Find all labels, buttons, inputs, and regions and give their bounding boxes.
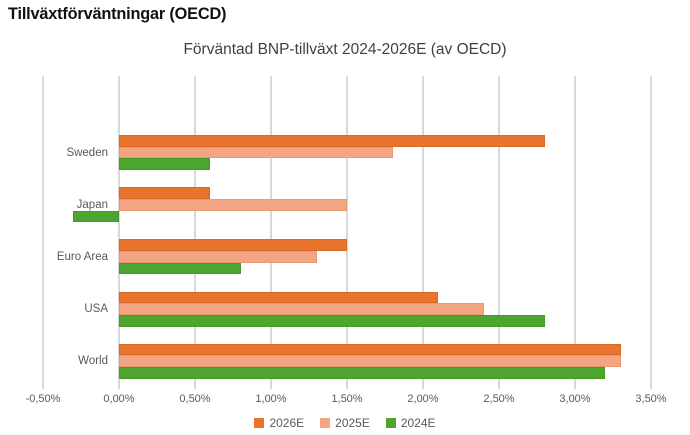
legend-item: 2024E [385,416,436,430]
category-label: World [78,355,108,368]
legend-item: 2026E [254,416,304,430]
x-axis-label: 2,00% [407,393,439,405]
bar [119,198,347,211]
x-axis-label: -0,50% [25,393,61,405]
gridline [650,76,652,389]
bar [119,146,393,159]
legend-item: 2025E [320,416,370,430]
bar [119,262,241,275]
category-label: Euro Area [56,250,108,263]
bar [119,239,347,252]
legend-label: 2024E [400,416,436,430]
x-axis-label: 1,00% [255,393,287,405]
bar [119,367,606,379]
legend-swatch [320,418,331,428]
legend-label: 2026E [269,416,305,430]
gridline [118,76,120,389]
bar [119,314,545,327]
legend-swatch [385,418,396,428]
legend: 2026E 2025E 2024E [0,414,690,432]
chart-title: Förväntad BNP-tillväxt 2024-2026E (av OE… [183,41,507,58]
bar [119,355,621,368]
x-axis-label: 2,50% [483,393,515,405]
bar [119,135,545,147]
legend-swatch [254,418,265,428]
page-title: Tillväxtförväntningar (OECD) [8,4,227,23]
gridline [270,76,272,389]
gridline [42,76,44,389]
x-axis-label: 3,00% [559,393,591,405]
x-axis: -0,50% 0,00% 0,50% 1,00% 1,50% 2,00% 2,50% 3,00… [0,393,690,407]
x-axis-label: 0,00% [103,393,135,405]
legend-label: 2025E [335,416,370,430]
category-label: Japan [76,198,108,211]
bar [119,343,621,356]
x-axis-label: 0,50% [179,393,211,405]
bar [119,251,317,263]
bar [73,210,119,223]
bar [119,303,484,315]
gridline [194,76,196,389]
bar [119,291,439,304]
plot-area [42,76,652,389]
gridline [498,76,500,389]
x-axis-label: 1,50% [331,393,363,405]
gridline [346,76,348,389]
x-axis-label: 3,50% [635,393,667,405]
gridline [574,76,576,389]
category-label: Sweden [66,146,108,159]
bar [119,158,211,170]
category-label: USA [84,303,108,316]
bar [119,187,211,199]
gridline [422,76,424,389]
